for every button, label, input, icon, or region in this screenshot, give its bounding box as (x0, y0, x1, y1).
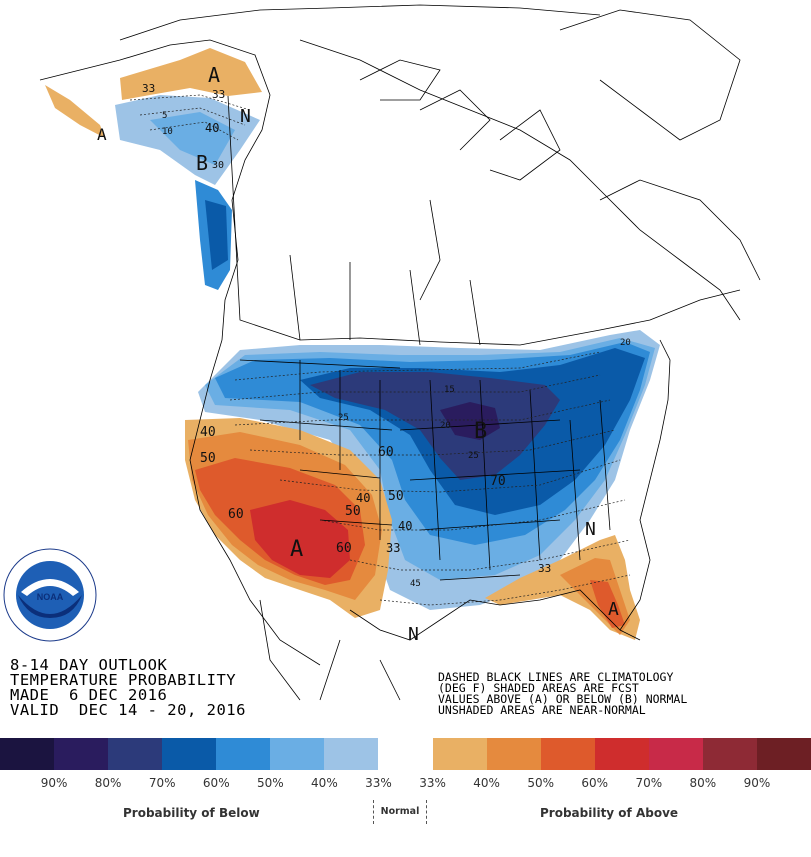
alaska-below-region-inner (150, 112, 235, 165)
southwest-above-60 (250, 500, 350, 578)
legend-percent-label: 80% (94, 776, 122, 790)
texas-normal-label: N (408, 624, 419, 645)
legend-swatch (0, 738, 55, 770)
conus-below-label: B (474, 419, 487, 444)
legend-percent-label: 60% (202, 776, 230, 790)
legend: 90% 80% 70% 60% 50% 40% 33% 33% 40% 50% 60% 70% 80% 9… (0, 738, 811, 857)
title-line-3: MADE 6 DEC 2016 (10, 686, 168, 704)
title-block: 8-14 DAY OUTLOOK TEMPERATURE PROBABILITY M… (10, 656, 246, 719)
legend-swatch (54, 738, 109, 770)
conus-below-70 (310, 372, 560, 480)
prob-label-50-sw-east: 50 (345, 504, 361, 519)
clim-label-10: 10 (162, 127, 173, 137)
climatology-lines (129, 94, 631, 606)
conus-below-80 (440, 402, 500, 440)
legend-percent-label: 40% (473, 776, 500, 790)
legend-percent-label: 70% (148, 776, 176, 790)
legend-swatch (324, 738, 379, 770)
title-line-4: VALID DEC 14 - 20, 2016 (10, 701, 246, 719)
clim-label-30: 30 (212, 160, 224, 171)
legend-normal-label: Normal (373, 800, 427, 824)
legend-percent-label: 70% (635, 776, 663, 790)
legend-swatch (540, 738, 596, 770)
southwest-above-label: A (290, 537, 303, 562)
prob-label-50-conus: 50 (388, 489, 404, 504)
prob-label-50-sw: 50 (200, 451, 216, 466)
legend-above-label: Probability of Above (540, 806, 679, 820)
legend-percent-label: 33% (365, 776, 392, 790)
clim-label-20: 20 (440, 421, 451, 431)
alaska-normal-label: N (240, 106, 251, 127)
legend-swatch (594, 738, 650, 770)
legend-percent-label: 80% (689, 776, 717, 790)
title-line-2: TEMPERATURE PROBABILITY (10, 671, 237, 689)
prob-label-40-sw: 40 (200, 425, 216, 440)
legend-below-label: Probability of Below (123, 806, 260, 820)
legend-swatch (432, 738, 488, 770)
clim-label-5: 5 (162, 111, 167, 121)
legend-percent-label: 50% (527, 776, 554, 790)
prob-label-40-conus: 40 (398, 519, 412, 533)
alaska-west-above-label: A (97, 125, 107, 144)
southeast-normal-label: N (585, 519, 596, 540)
outlook-map: A A B N B A A N N 33 40 33 40 50 60 60 5… (39, 4, 761, 701)
alaska-below-label: B (196, 151, 208, 175)
prob-label-33-ak: 33 (212, 88, 225, 101)
legend-swatch (162, 738, 217, 770)
prob-label-60-sw: 60 (228, 507, 244, 522)
title-line-1: 8-14 DAY OUTLOOK (10, 656, 168, 674)
prob-label-60-conus: 60 (378, 445, 394, 460)
legend-percent-label: 50% (256, 776, 284, 790)
note-line-1: DASHED BLACK LINES ARE CLIMATOLOGY (438, 670, 674, 684)
clim-label-45: 45 (410, 579, 421, 589)
legend-swatch (756, 738, 811, 770)
florida-above-label: A (608, 599, 619, 620)
legend-percent-label: 33% (419, 776, 446, 790)
legend-swatch (108, 738, 163, 770)
clim-label-20-ne: 20 (620, 338, 631, 348)
prob-label-33-se: 33 (538, 562, 551, 575)
prob-label-40-ak: 40 (205, 121, 219, 135)
noaa-logo: NOAA (3, 548, 97, 642)
legend-swatch (270, 738, 325, 770)
legend-swatch (702, 738, 758, 770)
panhandle-below-region-inner (205, 200, 228, 270)
legend-percent-label: 90% (743, 776, 771, 790)
notes-block: DASHED BLACK LINES ARE CLIMATOLOGY (DEG F… (438, 670, 688, 717)
note-line-3: VALUES ABOVE (A) OR BELOW (B) NORMAL (438, 692, 688, 706)
note-line-4: UNSHADED AREAS ARE NEAR-NORMAL (438, 703, 646, 717)
prob-label-60-sw-inner: 60 (336, 541, 352, 556)
legend-swatch (486, 738, 542, 770)
legend-swatch (648, 738, 704, 770)
prob-label-70-conus: 70 (490, 474, 506, 489)
clim-label-15: 15 (444, 385, 455, 395)
legend-percent-label: 60% (581, 776, 609, 790)
alaska-above-label: A (208, 63, 220, 87)
clim-label-25-west: 25 (338, 413, 349, 423)
alaska-west-above-region (45, 85, 105, 138)
southeast-above-50 (590, 580, 625, 628)
clim-label-25: 25 (468, 451, 479, 461)
prob-label-33-conus: 33 (386, 541, 400, 555)
legend-swatch (378, 738, 434, 770)
legend-swatch (216, 738, 271, 770)
note-line-2: (DEG F) SHADED AREAS ARE FCST (438, 681, 639, 695)
legend-percent-label: 90% (40, 776, 68, 790)
alaska-above-region (120, 48, 262, 100)
prob-label-40-sw-east: 40 (356, 491, 370, 505)
legend-percent-label: 40% (311, 776, 338, 790)
boundaries (39, 4, 761, 701)
prob-label-33-ak-west: 33 (142, 82, 155, 95)
svg-text:NOAA: NOAA (37, 592, 64, 602)
